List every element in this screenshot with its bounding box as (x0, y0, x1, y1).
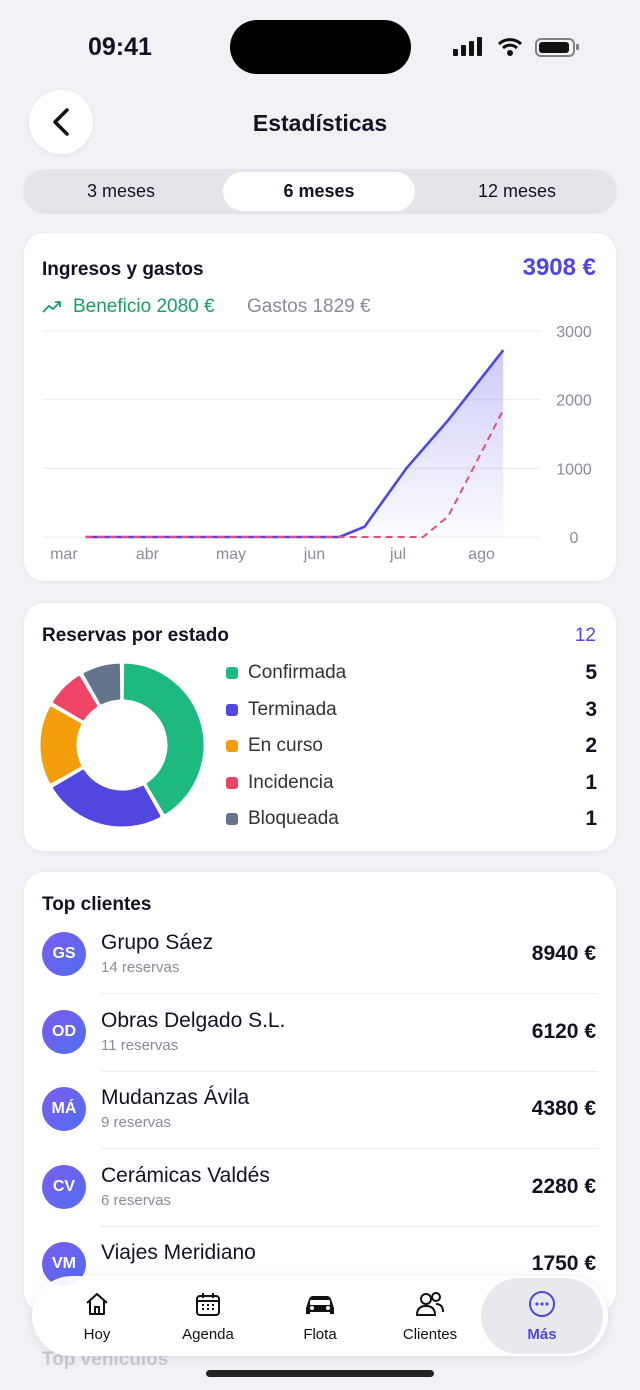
expenses-label: Gastos 1829 € (247, 296, 371, 317)
period-tab[interactable]: 3 meses (86, 181, 156, 201)
client-reservations: 11 reservas (101, 1036, 179, 1054)
nav-icon (192, 1288, 224, 1320)
legend-label: Incidencia (248, 771, 334, 793)
legend-value: 3 (585, 697, 597, 721)
bottom-nav: Hoy Agenda Flota Clientes Más (32, 1276, 608, 1356)
legend-swatch (226, 740, 238, 752)
client-name: Grupo Sáez (101, 931, 214, 954)
client-reservations: 14 reservas (101, 959, 180, 976)
status-time: 09:41 (88, 33, 152, 61)
nav-item[interactable]: Flota (303, 1326, 337, 1343)
card-title: Top clientes (42, 894, 152, 915)
client-amount: 1750 € (531, 1252, 596, 1275)
nav-item[interactable]: Hoy (83, 1326, 111, 1343)
card-title: Ingresos y gastos (42, 259, 204, 280)
divider (101, 1148, 598, 1149)
client-amount: 8940 € (531, 942, 596, 965)
nav-item[interactable]: Clientes (402, 1326, 458, 1343)
legend-label: Confirmada (248, 662, 347, 683)
legend-value: 1 (585, 807, 597, 830)
client-amount: 6120 € (531, 1019, 596, 1043)
clients-card: Top clientes GS Grupo Sáez 14 reservas 8940… (24, 872, 616, 1312)
legend-value: 2 (585, 734, 597, 757)
avatar: GS (42, 932, 86, 976)
card-title: Reservas por estado (42, 625, 229, 646)
icon (529, 1291, 555, 1317)
avatar: OD (42, 1009, 86, 1054)
avatar: MÁ (42, 1087, 86, 1131)
client-name: Viajes Meridiano (101, 1241, 256, 1264)
nav-icon (526, 1288, 558, 1320)
period-tabs: 3 meses 6 meses 12 meses (23, 169, 617, 214)
revenue-card (24, 233, 616, 581)
legend-swatch (226, 813, 238, 825)
legend-value: 1 (585, 770, 597, 794)
icon (415, 1292, 444, 1316)
client-name: Cerámicas Valdés (101, 1163, 270, 1187)
legend-label: Bloqueada (248, 808, 339, 829)
period-tab[interactable]: 6 meses (223, 172, 415, 211)
bookings-total: 12 (574, 625, 596, 646)
profit-label: Beneficio 2080 € (73, 296, 215, 317)
client-name: Obras Delgado S.L. (101, 1008, 286, 1032)
icon (86, 1293, 108, 1315)
divider (101, 1225, 598, 1227)
home-indicator (206, 1370, 434, 1377)
client-reservations: 6 reservas (101, 1191, 172, 1209)
avatar: CV (42, 1164, 86, 1209)
nav-icon (414, 1288, 446, 1320)
nav-item[interactable]: Más (527, 1326, 557, 1343)
back-button[interactable] (29, 90, 93, 154)
divider (101, 1070, 598, 1072)
client-name: Mudanzas Ávila (101, 1086, 250, 1109)
back-icon (53, 108, 69, 136)
legend-swatch (226, 703, 238, 716)
revenue-total: 3908 € (522, 254, 596, 281)
page-title: Estadísticas (252, 110, 388, 136)
client-amount: 2280 € (531, 1174, 596, 1198)
legend-label: En curso (248, 735, 323, 756)
legend-swatch (226, 776, 238, 789)
icon (196, 1293, 220, 1316)
legend-label: Terminada (248, 698, 337, 720)
client-amount: 4380 € (531, 1097, 596, 1120)
nav-icon (304, 1288, 336, 1320)
nav-item[interactable]: Agenda (182, 1326, 234, 1343)
nav-icon (81, 1288, 113, 1320)
client-reservations: 9 reservas (101, 1114, 172, 1131)
icon (306, 1296, 334, 1314)
legend-swatch (226, 667, 238, 679)
status-icons (453, 37, 579, 57)
dynamic-island (230, 20, 411, 74)
divider (101, 993, 598, 994)
legend-value: 5 (585, 661, 597, 684)
trend-icon (42, 301, 61, 313)
period-tab[interactable]: 12 meses (477, 181, 557, 201)
